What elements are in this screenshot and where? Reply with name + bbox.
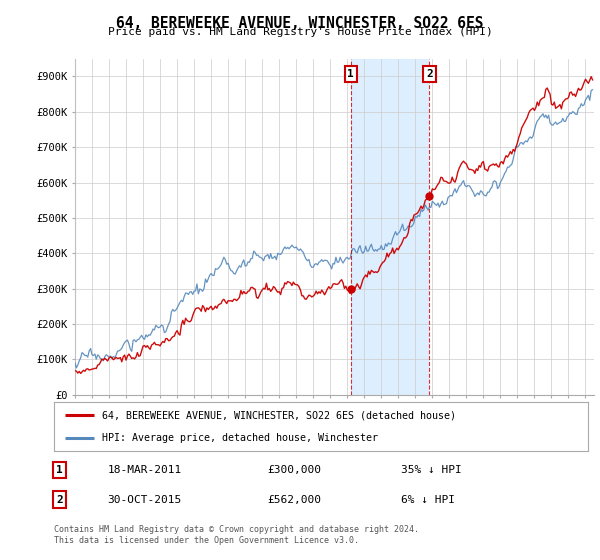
Text: 30-OCT-2015: 30-OCT-2015 — [107, 494, 182, 505]
Text: 2: 2 — [426, 69, 433, 79]
Text: 64, BEREWEEKE AVENUE, WINCHESTER, SO22 6ES (detached house): 64, BEREWEEKE AVENUE, WINCHESTER, SO22 6… — [102, 410, 456, 421]
Text: 1: 1 — [56, 465, 63, 475]
Text: 1: 1 — [347, 69, 354, 79]
Text: 18-MAR-2011: 18-MAR-2011 — [107, 465, 182, 475]
Text: £300,000: £300,000 — [268, 465, 322, 475]
Text: Contains HM Land Registry data © Crown copyright and database right 2024.
This d: Contains HM Land Registry data © Crown c… — [54, 525, 419, 545]
Text: 6% ↓ HPI: 6% ↓ HPI — [401, 494, 455, 505]
Text: £562,000: £562,000 — [268, 494, 322, 505]
Text: 2: 2 — [56, 494, 63, 505]
Text: Price paid vs. HM Land Registry's House Price Index (HPI): Price paid vs. HM Land Registry's House … — [107, 27, 493, 37]
Text: 35% ↓ HPI: 35% ↓ HPI — [401, 465, 462, 475]
Text: HPI: Average price, detached house, Winchester: HPI: Average price, detached house, Winc… — [102, 433, 378, 444]
Bar — [351, 59, 430, 395]
Text: 64, BEREWEEKE AVENUE, WINCHESTER, SO22 6ES: 64, BEREWEEKE AVENUE, WINCHESTER, SO22 6… — [116, 16, 484, 31]
